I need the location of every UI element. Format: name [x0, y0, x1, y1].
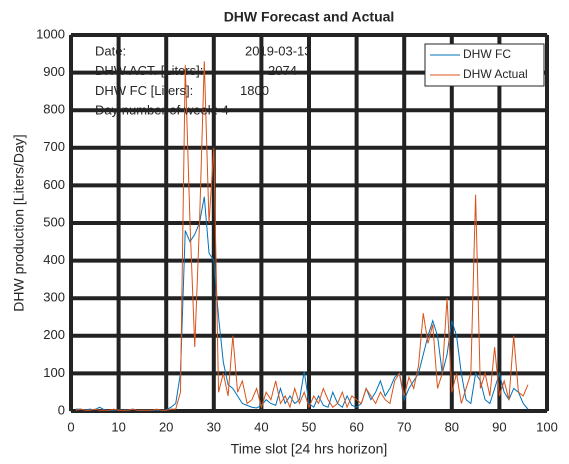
legend-label: DHW FC — [463, 47, 511, 61]
y-tick-label: 200 — [43, 327, 65, 342]
annotation-label: Day number of week: 4 — [95, 103, 229, 118]
x-tick-label: 0 — [67, 419, 74, 434]
x-tick-label: 60 — [349, 419, 363, 434]
y-tick-label: 1000 — [36, 26, 65, 41]
x-tick-label: 100 — [536, 419, 558, 434]
y-tick-label: 900 — [43, 64, 65, 79]
annotation-value: 1800 — [240, 83, 269, 98]
x-tick-label: 20 — [159, 419, 173, 434]
x-axis-label: Time slot [24 hrs horizon] — [231, 441, 388, 457]
y-tick-label: 800 — [43, 102, 65, 117]
y-tick-label: 700 — [43, 139, 65, 154]
axes-box — [70, 34, 548, 412]
legend-label: DHW Actual — [463, 67, 528, 81]
x-tick-label: 80 — [445, 419, 459, 434]
x-tick-label: 40 — [254, 419, 268, 434]
annotation-label: DHW ACT. [Liters]: — [95, 63, 203, 78]
annotation-value: 2019-03-13 — [245, 43, 312, 58]
y-tick-label: 0 — [58, 402, 65, 417]
annotation-label: Date: — [95, 43, 126, 58]
data-line — [75, 61, 529, 411]
x-tick-label: 30 — [207, 419, 221, 434]
y-tick-label: 500 — [43, 214, 65, 229]
y-tick-label: 400 — [43, 252, 65, 267]
x-tick-label: 90 — [492, 419, 506, 434]
y-tick-label: 100 — [43, 365, 65, 380]
x-tick-label: 10 — [111, 419, 125, 434]
y-axis-label: DHW production [Liters/Day] — [11, 134, 27, 311]
annotation-label: DHW FC [Liters]: — [95, 83, 193, 98]
y-tick-label: 300 — [43, 290, 65, 305]
annotation-value: 2074 — [268, 63, 297, 78]
x-tick-label: 50 — [302, 419, 316, 434]
y-tick-label: 600 — [43, 177, 65, 192]
legend-box — [424, 43, 545, 87]
chart-title: DHW Forecast and Actual — [224, 9, 395, 25]
x-tick-label: 70 — [397, 419, 411, 434]
